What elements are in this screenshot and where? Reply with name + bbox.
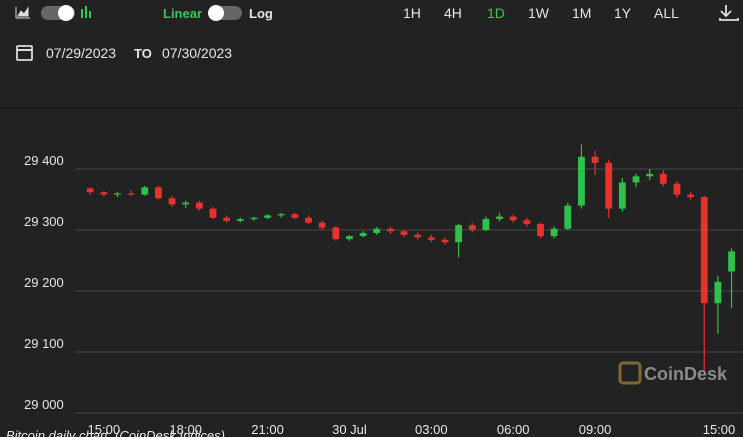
candle-body: [523, 220, 531, 224]
candle-body: [400, 231, 408, 235]
y-tick-label: 29 400: [24, 153, 64, 168]
candle-body: [700, 197, 708, 304]
range-button[interactable]: 1D: [487, 5, 505, 21]
candle-body: [346, 236, 353, 240]
range-button[interactable]: 4H: [444, 5, 462, 21]
calendar-icon[interactable]: [16, 45, 33, 61]
scale-option[interactable]: Log: [249, 6, 273, 21]
candle-body: [509, 216, 517, 221]
candle-body: [318, 222, 326, 228]
y-tick-label: 29 000: [24, 397, 64, 412]
candle-body: [714, 281, 722, 304]
candle-body: [127, 193, 135, 195]
candle-body: [496, 216, 503, 220]
candle-body: [182, 202, 190, 205]
candle-body: [632, 176, 640, 183]
date-from[interactable]: 07/29/2023: [46, 45, 116, 61]
candle-body: [673, 183, 681, 195]
candle-body: [468, 225, 476, 230]
candle-body: [195, 202, 203, 209]
candle-body: [305, 217, 312, 223]
x-tick-label: 15:00: [88, 422, 121, 437]
date-separator: TO: [134, 46, 152, 61]
x-tick-label: 18:00: [169, 422, 202, 437]
candle-body: [427, 237, 435, 240]
x-tick-label: 09:00: [579, 422, 612, 437]
y-tick-label: 29 300: [24, 214, 64, 229]
watermark: CoinDesk: [644, 364, 728, 384]
candle-body: [277, 214, 285, 216]
candle-body: [646, 173, 654, 177]
candle-body: [441, 239, 449, 243]
download-icon[interactable]: [719, 5, 739, 21]
range-button[interactable]: 1M: [572, 5, 591, 21]
candle-body: [291, 214, 299, 218]
candle-icon[interactable]: [81, 6, 91, 18]
range-button[interactable]: 1Y: [614, 5, 632, 21]
candle-body: [209, 208, 217, 218]
candle-body: [373, 228, 381, 234]
candle-body: [537, 223, 544, 237]
y-tick-label: 29 100: [24, 336, 64, 351]
candle-body: [550, 228, 558, 237]
caption: Bitcoin daily chart. (CoinDesk Indices): [6, 428, 225, 437]
area-icon[interactable]: [15, 6, 30, 19]
toggle-knob: [58, 5, 74, 21]
range-button[interactable]: ALL: [654, 5, 679, 21]
candle-body: [359, 233, 367, 237]
candle-body: [618, 182, 626, 209]
candle-body: [236, 219, 244, 221]
candle-body: [168, 198, 176, 205]
candle-body: [155, 187, 162, 199]
candle-body: [605, 162, 613, 209]
candle-body: [264, 215, 271, 218]
candle-body: [455, 225, 463, 243]
candle-body: [386, 228, 394, 232]
x-tick-label: 03:00: [415, 422, 448, 437]
x-tick-label: 30 Jul: [332, 422, 367, 437]
candle-body: [100, 192, 108, 195]
candle-body: [414, 234, 422, 238]
candle-body: [564, 205, 572, 229]
scale-option[interactable]: Linear: [163, 6, 202, 21]
candle-body: [659, 173, 667, 184]
date-to[interactable]: 07/30/2023: [162, 45, 232, 61]
candle-body: [482, 219, 490, 230]
candle-body: [223, 217, 231, 221]
watermark-logo: [618, 361, 642, 385]
x-tick-label: 21:00: [251, 422, 284, 437]
range-button[interactable]: 1W: [528, 5, 550, 21]
candle-body: [578, 156, 585, 206]
candle-body: [86, 188, 94, 193]
candle-body: [250, 217, 258, 220]
candle-body: [591, 156, 599, 163]
x-tick-label: 06:00: [497, 422, 530, 437]
x-tick-label: 15:00: [703, 422, 736, 437]
candle-body: [687, 194, 695, 198]
toggle-knob: [208, 5, 224, 21]
candle-body: [728, 251, 735, 272]
range-button[interactable]: 1H: [403, 5, 421, 21]
candle-body: [141, 187, 149, 195]
y-tick-label: 29 200: [24, 275, 64, 290]
candle-body: [332, 227, 340, 240]
candle-body: [114, 193, 121, 195]
